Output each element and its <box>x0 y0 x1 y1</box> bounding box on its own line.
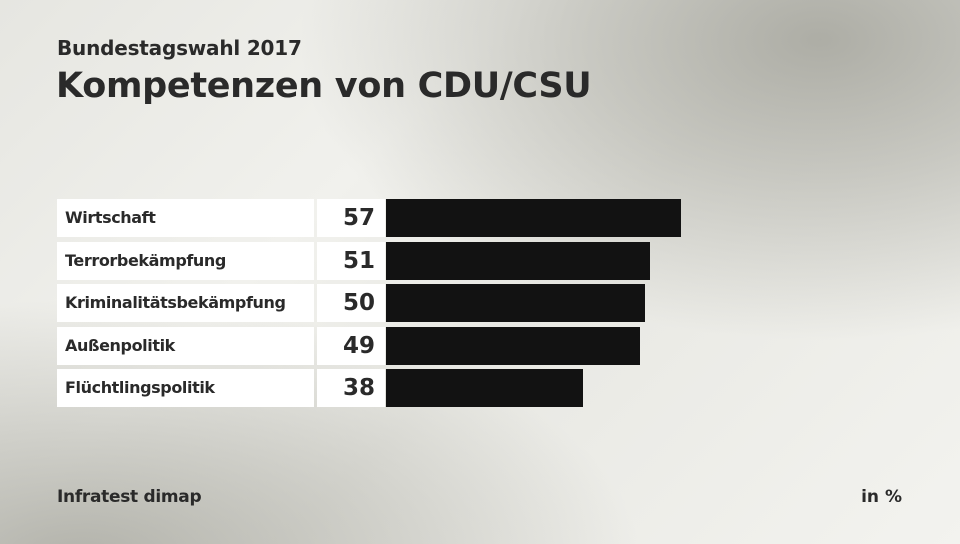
source-label: Infratest dimap <box>57 487 202 507</box>
bar-row: Flüchtlingspolitik 38 <box>57 369 957 407</box>
category-label: Kriminalitätsbekämpfung <box>57 284 314 322</box>
bar <box>386 369 583 407</box>
bar <box>386 199 681 237</box>
unit-label: in % <box>861 487 902 507</box>
value-label: 57 <box>317 199 385 237</box>
bar-row: Außenpolitik 49 <box>57 327 957 365</box>
bar <box>386 284 645 322</box>
bar-row: Kriminalitätsbekämpfung 50 <box>57 284 957 322</box>
value-label: 49 <box>317 327 385 365</box>
bar <box>386 327 640 365</box>
category-label: Außenpolitik <box>57 327 314 365</box>
category-label: Terrorbekämpfung <box>57 242 314 280</box>
category-label: Wirtschaft <box>57 199 314 237</box>
value-label: 51 <box>317 242 385 280</box>
chart-subtitle: Bundestagswahl 2017 <box>57 36 302 60</box>
bar-row: Terrorbekämpfung 51 <box>57 242 957 280</box>
value-label: 50 <box>317 284 385 322</box>
bar <box>386 242 650 280</box>
value-label: 38 <box>317 369 385 407</box>
bar-row: Wirtschaft 57 <box>57 199 957 237</box>
category-label: Flüchtlingspolitik <box>57 369 314 407</box>
chart-title: Kompetenzen von CDU/CSU <box>56 66 592 106</box>
